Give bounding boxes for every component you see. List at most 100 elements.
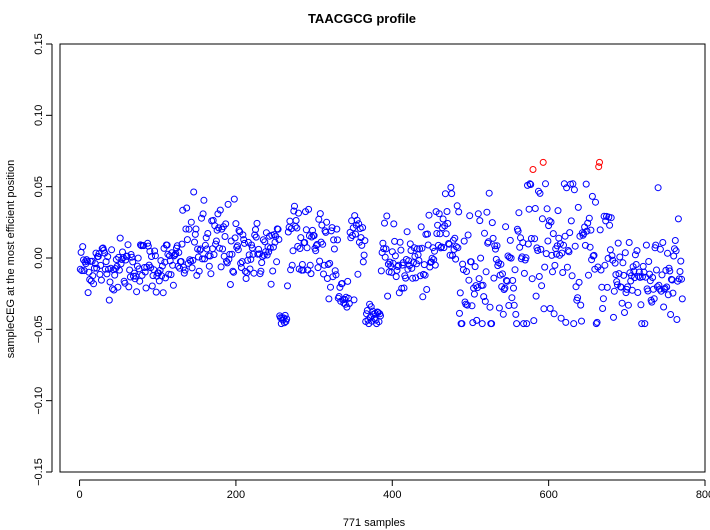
- y-tick-label: 0.10: [33, 105, 45, 126]
- data-point: [94, 253, 102, 260]
- data-point: [226, 250, 234, 258]
- data-point: [464, 231, 472, 239]
- data-point: [631, 251, 639, 259]
- data-point: [258, 259, 266, 267]
- x-tick-label: 600: [539, 489, 557, 501]
- data-point: [574, 203, 582, 211]
- data-point: [583, 227, 591, 235]
- y-tick-label: −0.05: [33, 315, 45, 343]
- data-point: [198, 214, 205, 222]
- data-point: [274, 225, 282, 233]
- data-point: [638, 320, 646, 328]
- data-point: [79, 243, 87, 251]
- data-point: [123, 252, 131, 260]
- data-point: [379, 239, 387, 247]
- data-point: [561, 232, 569, 240]
- data-point: [252, 233, 260, 241]
- data-point: [129, 258, 137, 266]
- data-point: [568, 272, 576, 280]
- data-point: [292, 217, 300, 224]
- data-point: [675, 275, 683, 283]
- data-point: [386, 258, 394, 266]
- data-point: [608, 252, 616, 260]
- data-point: [431, 247, 438, 255]
- data-point: [673, 316, 681, 323]
- data-point: [505, 302, 513, 309]
- data-point: [198, 255, 206, 263]
- data-point: [334, 236, 341, 244]
- data-point: [545, 222, 553, 230]
- data-point: [641, 320, 649, 328]
- data-point: [108, 246, 116, 254]
- data-point: [563, 184, 571, 192]
- data-point: [310, 232, 318, 240]
- data-point: [384, 292, 392, 300]
- data-point: [486, 303, 494, 311]
- data-point: [85, 268, 93, 276]
- data-point: [415, 257, 423, 264]
- data-point: [265, 248, 273, 256]
- data-point: [665, 264, 673, 272]
- data-point: [463, 268, 470, 275]
- data-point: [299, 266, 307, 274]
- data-point: [302, 226, 310, 234]
- data-point: [222, 220, 230, 228]
- data-point: [549, 230, 557, 238]
- data-point: [645, 258, 653, 265]
- data-point: [189, 256, 197, 264]
- data-point: [566, 229, 574, 237]
- data-point: [512, 310, 520, 318]
- data-point: [134, 254, 142, 262]
- data-point: [125, 283, 133, 291]
- data-point: [481, 229, 488, 237]
- data-point: [419, 293, 427, 301]
- data-point: [269, 243, 277, 251]
- y-tick-label: 0.05: [33, 176, 45, 197]
- data-point: [298, 261, 306, 268]
- data-point: [76, 265, 84, 273]
- data-point: [460, 237, 468, 245]
- data-point: [280, 319, 288, 327]
- data-point: [678, 295, 686, 303]
- data-point: [205, 262, 213, 270]
- data-point: [613, 278, 621, 286]
- data-point: [509, 277, 517, 284]
- data-point: [585, 214, 593, 222]
- data-point: [289, 247, 297, 255]
- data-point: [585, 271, 592, 279]
- data-point: [403, 228, 411, 236]
- data-point: [173, 242, 181, 250]
- data-point: [319, 240, 327, 248]
- data-point: [111, 271, 119, 279]
- data-point: [548, 251, 556, 259]
- data-point: [323, 218, 331, 226]
- data-point: [575, 278, 583, 286]
- data-point: [192, 225, 200, 233]
- data-point: [381, 253, 389, 261]
- data-point: [332, 271, 340, 279]
- data-point: [245, 251, 253, 259]
- data-point: [557, 314, 565, 322]
- data-point: [599, 295, 607, 303]
- data-point: [499, 310, 507, 318]
- data-point: [359, 258, 367, 266]
- data-point: [234, 242, 241, 250]
- data-point: [103, 270, 111, 278]
- data-point: [115, 266, 123, 274]
- data-point: [269, 267, 277, 275]
- data-point: [624, 301, 632, 309]
- data-point: [266, 244, 274, 252]
- data-point: [656, 245, 664, 253]
- data-point: [672, 247, 680, 255]
- data-point: [520, 320, 528, 328]
- data-point: [467, 258, 475, 266]
- data-point: [633, 247, 641, 255]
- data-point: [210, 251, 218, 259]
- data-point: [225, 255, 233, 263]
- data-point: [671, 237, 679, 244]
- chart-title: TAACGCG profile: [308, 11, 416, 26]
- data-point: [343, 303, 351, 311]
- data-point: [178, 240, 186, 248]
- data-point: [409, 274, 417, 282]
- data-point: [234, 246, 242, 254]
